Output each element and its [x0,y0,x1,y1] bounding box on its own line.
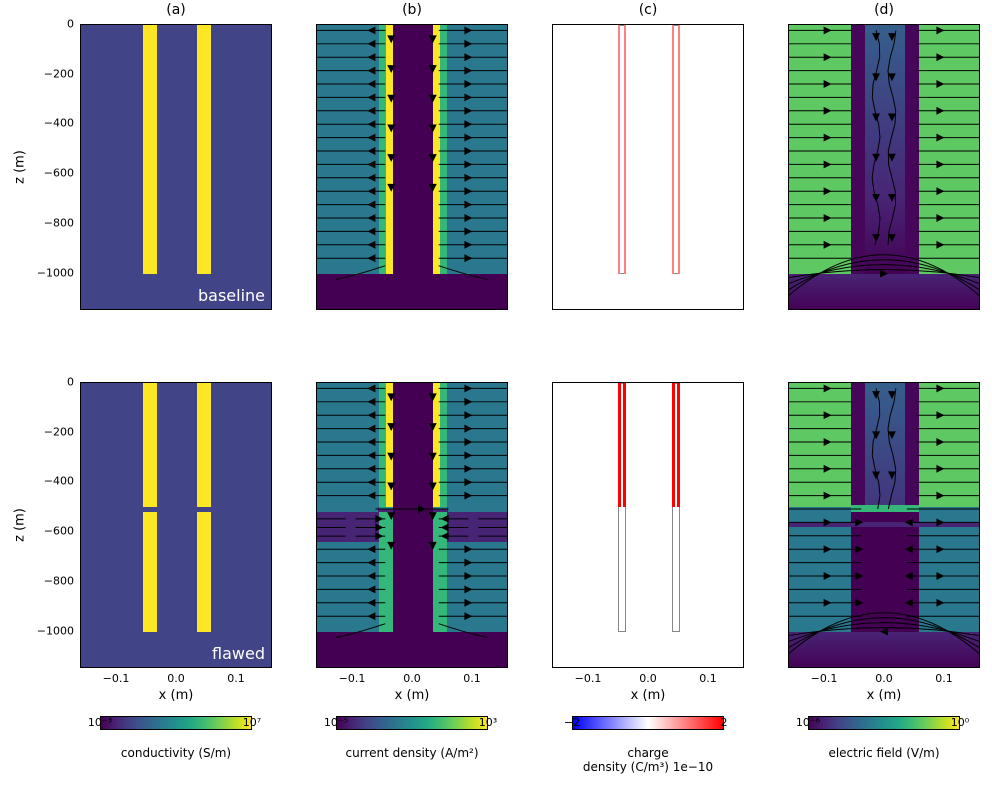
ytick: −800 [28,216,74,229]
xtick: −0.1 [103,672,130,685]
ylabel: z (m) [13,508,28,542]
cbar-tick: 10⁻⁶ [796,716,820,729]
row-label: flawed [212,644,265,663]
outer-left [789,25,851,274]
pipe-right-inner [433,25,440,274]
ytick: −1000 [28,624,74,637]
ytick: 0 [28,376,74,389]
ytick: −400 [28,475,74,488]
figure-root: (a) (b) (c) (d) baseline flawed 0 −200 −400 −600 −… [0,0,992,787]
xtick: 0.1 [463,672,481,685]
outer-left [317,25,379,274]
cbar-label: electric field (V/m) [784,746,984,760]
xtick: 0.0 [403,672,421,685]
ytick: 0 [28,18,74,31]
xtick: 0.0 [639,672,657,685]
xtick: 0.1 [227,672,245,685]
pipe-left [143,25,157,274]
pipe-left-outer [379,25,386,274]
panel-r1-c3 [788,382,980,668]
xtick: 0.1 [935,672,953,685]
colorbar-2 [572,716,724,730]
pipe-right [197,25,211,274]
panel-r1-c0: flawed [80,382,272,668]
cbar-tick: 2 [721,716,728,729]
colorbar-1 [336,716,488,730]
xtick: −0.1 [811,672,838,685]
flaw-right [197,507,211,512]
pipe-left-inner [386,25,393,274]
panel-r0-c0: baseline [80,24,272,310]
panel-r1-c2 [552,382,744,668]
between-pipes [393,25,433,274]
cbar-label: conductivity (S/m) [76,746,276,760]
ytick: −200 [28,425,74,438]
xlabel: x (m) [159,688,194,703]
xtick: 0.0 [875,672,893,685]
cbar-label: current density (A/m²) [312,746,512,760]
col-title-0: (a) [166,2,186,18]
cbar-label-extra: density (C/m³) 1e−10 [548,760,748,774]
panel-r0-c3 [788,24,980,310]
flaw-left [143,507,157,512]
ylabel: z (m) [13,150,28,184]
between-pipes-field [862,25,909,274]
xtick: 0.1 [699,672,717,685]
below-target [317,274,508,310]
pipe-right-outer [440,25,447,274]
cbar-tick: 10⁰ [951,716,969,729]
cbar-tick: −2 [564,716,580,729]
col-title-3: (d) [874,2,894,18]
panel-r0-c1 [316,24,508,310]
xlabel: x (m) [631,688,666,703]
xlabel: x (m) [867,688,902,703]
ytick: −600 [28,167,74,180]
below-target [317,632,508,668]
outer-right [919,25,980,274]
cbar-tick: 10⁷ [243,716,261,729]
panel-r0-c2 [552,24,744,310]
cbar-tick: 10⁻⁵ [324,716,348,729]
cbar-label: charge [548,746,748,760]
cbar-tick: 10⁻³ [88,716,112,729]
ytick: −600 [28,525,74,538]
xtick: 0.0 [167,672,185,685]
xtick: −0.1 [339,672,366,685]
ytick: −200 [28,67,74,80]
outer-right [447,25,508,274]
colorbar-0 [100,716,252,730]
cbar-tick: 10³ [479,716,497,729]
flaw-dark-region [851,512,919,631]
ytick: −400 [28,117,74,130]
ytick: −800 [28,574,74,587]
ytick: −1000 [28,266,74,279]
colorbar-3 [808,716,960,730]
col-title-1: (b) [402,2,422,18]
xlabel: x (m) [395,688,430,703]
xtick: −0.1 [575,672,602,685]
row-label: baseline [198,286,265,305]
col-title-2: (c) [639,2,658,18]
panel-r1-c1 [316,382,508,668]
